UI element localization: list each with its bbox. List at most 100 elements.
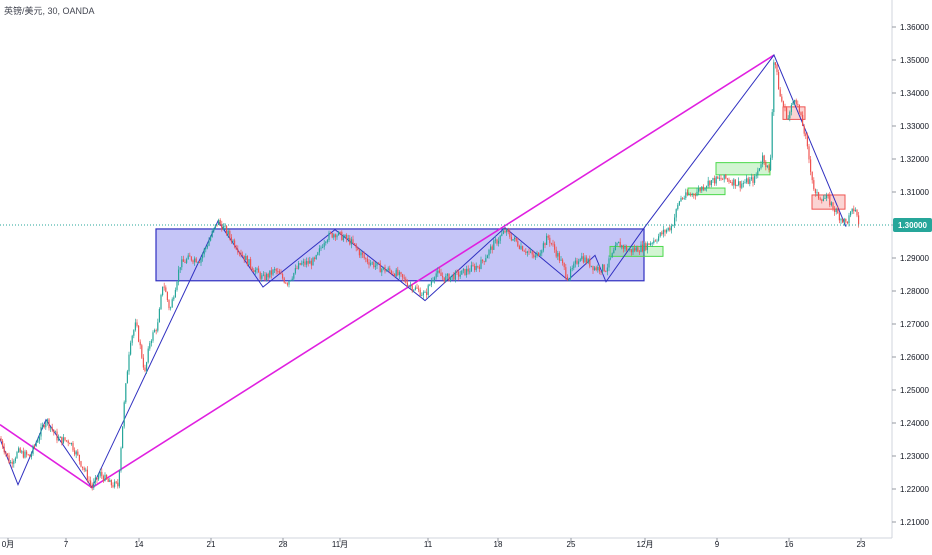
candle-body — [418, 288, 420, 290]
candle-body — [38, 436, 40, 441]
candle-body — [64, 437, 66, 441]
candle-body — [395, 269, 397, 277]
candle-body — [600, 271, 602, 273]
candle-body — [598, 266, 600, 272]
candle-body — [490, 246, 492, 250]
candle-body — [198, 262, 200, 264]
candle-body — [442, 276, 444, 278]
candle-body — [222, 226, 224, 230]
candle-body — [829, 195, 831, 206]
candle-body — [456, 271, 458, 273]
candle-body — [427, 285, 429, 295]
candle-body — [301, 263, 303, 265]
candle-body — [677, 204, 679, 210]
candle-body — [134, 322, 136, 331]
candle-body — [542, 243, 544, 251]
candle-body — [827, 195, 829, 197]
candle-body — [496, 239, 498, 244]
last-price-value: 1.30000 — [898, 221, 927, 230]
candle-body — [563, 263, 565, 268]
candle-body — [603, 264, 605, 272]
candle-body — [355, 244, 357, 248]
candle-body — [2, 440, 4, 447]
candle-body — [261, 275, 263, 279]
candle-body — [166, 292, 168, 301]
candle-body — [622, 245, 624, 249]
candle-body — [509, 232, 511, 237]
candle-body — [475, 266, 477, 271]
candle-body — [478, 266, 480, 269]
candle-body — [37, 440, 39, 443]
candle-body — [238, 252, 240, 254]
candle-body — [477, 266, 479, 267]
candle-body — [483, 261, 485, 262]
candle-body — [528, 251, 530, 253]
candle-body — [722, 179, 724, 181]
candle-body — [328, 232, 330, 241]
candle-body — [370, 263, 372, 265]
candle-body — [450, 276, 452, 281]
price-axis[interactable]: 1.36000 1.35000 1.34000 1.33000 1.32000 1.310… — [892, 23, 929, 527]
candle-body — [400, 272, 402, 275]
candle-body — [325, 241, 327, 244]
time-axis-label: 18 — [494, 540, 503, 549]
candle-body — [221, 223, 223, 230]
candle-body — [469, 271, 471, 273]
candle-body — [237, 249, 239, 253]
candle-body — [365, 257, 367, 259]
candle-body — [403, 277, 405, 279]
candle-body — [688, 194, 690, 196]
candle-body — [402, 274, 404, 278]
candle-body — [394, 273, 396, 277]
candle-body — [421, 295, 423, 296]
candle-body — [766, 165, 768, 168]
candle-body — [758, 168, 760, 171]
candle-body — [731, 182, 733, 186]
candle-body — [192, 260, 194, 263]
candle-body — [853, 208, 855, 212]
candle-body — [520, 246, 522, 249]
consolidation-range-box[interactable] — [155, 228, 645, 282]
price-axis-label: 1.25000 — [900, 386, 929, 395]
candle-body — [317, 252, 319, 256]
candle-body — [675, 209, 677, 218]
candle-body — [122, 426, 124, 449]
time-axis[interactable]: 0月 7 14 21 28 11月 11 18 25 12月 9 16 23 — [2, 538, 866, 549]
candle-body — [306, 261, 308, 265]
candle-body — [762, 155, 764, 165]
candle-body — [34, 445, 36, 447]
candle-body — [70, 442, 72, 445]
candle-body — [320, 247, 322, 249]
candle-body — [158, 308, 160, 323]
candle-body — [342, 236, 344, 241]
candle-body — [379, 263, 381, 273]
candle-body — [152, 332, 154, 341]
candle-body — [534, 255, 536, 258]
green-zone-box[interactable] — [715, 162, 771, 176]
candle-body — [547, 235, 549, 238]
candle-body — [552, 243, 554, 245]
candle-body — [582, 256, 584, 263]
candle-body — [632, 248, 634, 253]
candle-body — [706, 186, 708, 188]
candle-body — [474, 265, 476, 271]
candle-body — [227, 230, 229, 235]
candle-body — [382, 267, 384, 269]
candle-body — [3, 446, 5, 453]
candle-body — [363, 254, 365, 258]
candle-body — [597, 266, 599, 271]
candle-body — [720, 177, 722, 180]
candle-body — [602, 264, 604, 272]
candle-body — [726, 178, 728, 180]
candle-body — [62, 437, 64, 444]
candle-body — [619, 241, 621, 248]
time-axis-label: 21 — [207, 540, 216, 549]
candle-body — [438, 270, 440, 273]
candle-body — [246, 256, 248, 266]
price-axis-label: 1.36000 — [900, 23, 929, 32]
candle-body — [544, 243, 546, 246]
candle-body — [310, 260, 312, 266]
candle-body — [792, 102, 794, 105]
